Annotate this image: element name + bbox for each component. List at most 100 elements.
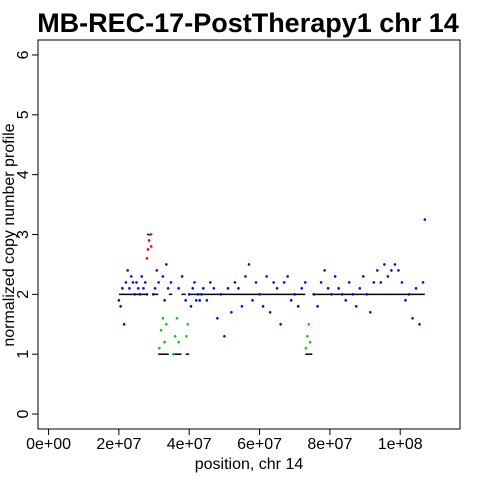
data-point-red-2 bbox=[147, 239, 151, 242]
data-point-blue-47 bbox=[237, 287, 240, 290]
data-point-blue-81 bbox=[361, 275, 365, 278]
data-point-green-13 bbox=[307, 322, 311, 326]
data-point-green-2 bbox=[161, 316, 165, 320]
data-point-blue-37 bbox=[201, 287, 205, 290]
data-point-blue-29 bbox=[187, 293, 191, 296]
data-point-green-4 bbox=[165, 322, 168, 326]
data-point-blue-54 bbox=[261, 305, 265, 308]
data-point-red-4 bbox=[149, 245, 153, 248]
data-point-blue-66 bbox=[303, 281, 307, 284]
data-point-blue-21 bbox=[161, 275, 165, 278]
data-point-green-5 bbox=[172, 352, 175, 356]
data-point-blue-69 bbox=[319, 281, 323, 284]
data-point-blue-72 bbox=[330, 293, 333, 296]
data-point-blue-63 bbox=[293, 293, 297, 296]
x-tick-label-4: 8e+07 bbox=[307, 436, 352, 453]
data-point-blue-87 bbox=[383, 263, 386, 266]
data-point-blue-86 bbox=[379, 281, 383, 284]
data-point-blue-60 bbox=[282, 281, 286, 284]
y-tick-label-3: 3 bbox=[15, 230, 32, 239]
data-point-blue-9 bbox=[133, 293, 137, 296]
data-point-red-0 bbox=[145, 257, 149, 260]
data-point-blue-20 bbox=[157, 281, 160, 284]
data-point-green-0 bbox=[158, 346, 161, 350]
data-point-blue-28 bbox=[184, 299, 187, 302]
data-point-blue-84 bbox=[372, 281, 376, 284]
data-point-blue-89 bbox=[390, 269, 393, 272]
data-point-green-6 bbox=[173, 334, 177, 338]
data-point-blue-42 bbox=[219, 293, 223, 296]
data-point-blue-93 bbox=[404, 299, 407, 302]
data-point-blue-70 bbox=[323, 269, 326, 272]
data-point-blue-39 bbox=[209, 281, 212, 284]
x-tick-label-5: 1e+08 bbox=[378, 436, 423, 453]
data-point-blue-75 bbox=[340, 293, 344, 296]
x-tick-label-1: 2e+07 bbox=[96, 436, 141, 453]
data-point-blue-33 bbox=[194, 299, 198, 302]
data-point-blue-65 bbox=[300, 287, 304, 290]
y-tick-label-4: 4 bbox=[15, 170, 32, 179]
x-tick-label-2: 4e+07 bbox=[167, 436, 212, 453]
x-axis-label: position, chr 14 bbox=[195, 456, 304, 473]
data-point-blue-91 bbox=[397, 269, 400, 272]
data-point-blue-40 bbox=[212, 287, 216, 290]
data-point-blue-45 bbox=[230, 311, 233, 314]
data-point-green-8 bbox=[177, 340, 180, 344]
data-point-blue-30 bbox=[189, 305, 193, 308]
plot-frame bbox=[37, 39, 461, 430]
data-point-blue-44 bbox=[226, 287, 230, 290]
y-tick-label-2: 2 bbox=[15, 290, 32, 299]
data-point-blue-10 bbox=[135, 281, 138, 284]
data-point-blue-5 bbox=[126, 269, 129, 272]
data-point-blue-97 bbox=[418, 322, 421, 326]
x-axis: 0e+00 2e+07 4e+07 6e+07 8e+07 1e+08 bbox=[26, 429, 423, 453]
data-point-blue-26 bbox=[177, 287, 180, 290]
data-point-blue-25 bbox=[169, 281, 173, 284]
data-point-green-10 bbox=[186, 322, 190, 326]
data-point-blue-46 bbox=[233, 281, 237, 284]
data-point-blue-56 bbox=[268, 311, 272, 314]
data-point-blue-71 bbox=[326, 287, 330, 290]
data-point-blue-22 bbox=[163, 299, 166, 302]
data-point-blue-79 bbox=[354, 305, 358, 308]
data-point-blue-80 bbox=[358, 287, 362, 290]
x-tick-label-3: 6e+07 bbox=[237, 436, 282, 453]
data-point-blue-18 bbox=[153, 287, 157, 290]
data-point-blue-76 bbox=[344, 299, 348, 302]
data-point-blue-61 bbox=[286, 275, 289, 278]
chart-title: MB-REC-17-PostTherapy1 chr 14 bbox=[37, 8, 459, 38]
data-point-blue-98 bbox=[421, 281, 425, 284]
data-point-blue-90 bbox=[393, 263, 397, 266]
data-point-blue-11 bbox=[136, 287, 140, 290]
data-point-blue-36 bbox=[200, 293, 203, 296]
y-axis: 0 1 2 3 4 5 6 bbox=[15, 50, 38, 418]
data-point-blue-14 bbox=[142, 287, 145, 290]
segment-layer bbox=[118, 233, 425, 355]
data-point-blue-82 bbox=[365, 293, 369, 296]
data-point-blue-58 bbox=[275, 287, 279, 290]
y-tick-label-0: 0 bbox=[15, 409, 32, 418]
data-point-blue-96 bbox=[414, 287, 418, 290]
data-point-blue-0 bbox=[117, 299, 121, 302]
data-point-green-14 bbox=[308, 340, 312, 344]
data-point-blue-2 bbox=[121, 287, 124, 290]
data-point-blue-88 bbox=[386, 275, 390, 278]
data-point-blue-4 bbox=[124, 281, 128, 284]
y-tick-label-1: 1 bbox=[15, 350, 32, 359]
data-point-blue-23 bbox=[165, 263, 168, 266]
data-point-blue-51 bbox=[251, 299, 254, 302]
y-tick-label-5: 5 bbox=[15, 110, 32, 119]
x-tick-label-0: 0e+00 bbox=[26, 436, 71, 453]
data-point-blue-94 bbox=[407, 293, 411, 296]
data-point-blue-49 bbox=[244, 275, 247, 278]
data-point-blue-43 bbox=[223, 334, 226, 338]
data-point-green-11 bbox=[304, 346, 308, 350]
data-point-blue-48 bbox=[240, 305, 244, 308]
data-point-blue-3 bbox=[122, 322, 126, 326]
data-point-blue-34 bbox=[196, 293, 200, 296]
data-point-blue-73 bbox=[333, 275, 337, 278]
data-point-blue-99 bbox=[423, 218, 427, 221]
data-point-blue-83 bbox=[369, 311, 372, 314]
data-point-blue-53 bbox=[258, 293, 261, 296]
data-point-blue-67 bbox=[312, 293, 316, 296]
